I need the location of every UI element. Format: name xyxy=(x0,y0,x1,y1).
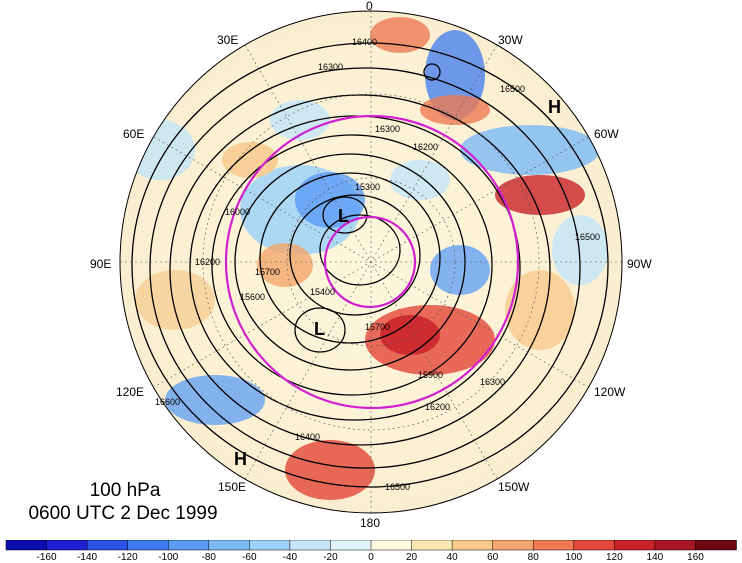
high-center-150e: H xyxy=(234,449,247,469)
contour-label: 16600 xyxy=(155,397,180,407)
colorbar-swatch xyxy=(208,540,251,551)
contour-label: 15900 xyxy=(418,370,443,380)
colorbar-swatch xyxy=(573,540,616,551)
colorbar-swatch xyxy=(654,540,697,551)
colorbar-tick-label: -160 xyxy=(36,552,57,563)
colorbar-swatch xyxy=(695,540,737,551)
colorbar-tick-label: 60 xyxy=(487,552,499,563)
colorbar-swatch xyxy=(614,540,656,551)
colorbar-tick-label: -20 xyxy=(323,552,338,563)
colorbar-tick-label: 20 xyxy=(405,552,418,563)
latlon-grid xyxy=(120,11,622,513)
lon-label-60w: 60W xyxy=(594,127,619,141)
contour-label: 16200 xyxy=(195,257,220,267)
colorbar-tick-label: 40 xyxy=(446,552,458,563)
lon-label-30w: 30W xyxy=(498,33,523,47)
colorbar-swatch xyxy=(330,540,372,551)
colorbar-swatch xyxy=(532,540,575,551)
contour-label: 16300 xyxy=(318,62,343,72)
colorbar-swatch xyxy=(46,540,88,551)
contour-label: 16500 xyxy=(500,84,525,94)
colorbar-swatch xyxy=(411,540,453,551)
lon-label-120w: 120W xyxy=(594,385,626,399)
contour-label: 16300 xyxy=(480,377,505,387)
colorbar-swatch xyxy=(249,540,291,551)
lon-label-120e: 120E xyxy=(116,385,145,399)
lon-label-60e: 60E xyxy=(123,127,145,141)
contour-label: 16200 xyxy=(425,402,450,412)
pressure-markers: H H L L xyxy=(234,97,561,469)
colorbar-swatch xyxy=(86,540,129,551)
colorbar-tick-label: -80 xyxy=(201,552,216,563)
contour-labels: 16400 16300 16300 16200 16500 15300 1570… xyxy=(155,37,600,492)
colorbar-swatch xyxy=(5,540,48,551)
contour-label: 15700 xyxy=(365,322,390,332)
contour-label: 16000 xyxy=(225,207,250,217)
colorbar-tick-label: -100 xyxy=(158,552,179,563)
contour-label: 16500 xyxy=(575,232,600,242)
contour-label: 15700 xyxy=(255,267,280,277)
colorbar-tick-label: 140 xyxy=(646,552,664,563)
high-center-60w: H xyxy=(548,97,561,117)
valid-time-title: 0600 UTC 2 Dec 1999 xyxy=(28,503,218,524)
contour-label: 16300 xyxy=(375,124,400,134)
lon-label-150e: 150E xyxy=(218,480,247,494)
lon-label-30e: 30E xyxy=(217,33,239,47)
colorbar-tick-label: 120 xyxy=(605,552,623,563)
colorbar-tick-label: -120 xyxy=(117,552,138,563)
low-center-pole: L xyxy=(338,206,349,226)
contour-label: 16400 xyxy=(352,37,377,47)
colorbar-tick-label: -40 xyxy=(282,552,298,563)
colorbar-swatch xyxy=(370,540,413,551)
pressure-level-title: 100 hPa xyxy=(89,480,161,501)
colorbar-tick-label: 0 xyxy=(368,552,374,563)
colorbar-swatch xyxy=(492,540,534,551)
contour-label: 16500 xyxy=(385,482,410,492)
colorbar-tick-label: 160 xyxy=(687,552,704,563)
height-contours xyxy=(131,42,609,488)
colorbar xyxy=(5,540,737,551)
colorbar-tick-label: -60 xyxy=(242,552,257,563)
map-border xyxy=(119,10,623,514)
colorbar-swatch xyxy=(127,540,169,551)
lon-label-0: 0 xyxy=(366,0,373,13)
colorbar-swatch xyxy=(289,540,332,551)
colorbar-swatch xyxy=(451,540,494,551)
contour-label: 16400 xyxy=(295,432,320,442)
contour-label: 16200 xyxy=(413,142,438,152)
lon-label-90w: 90W xyxy=(627,257,652,271)
colorbar-tick-label: 80 xyxy=(527,552,539,563)
low-center-120e: L xyxy=(314,319,325,339)
colorbar-swatch xyxy=(167,540,210,551)
contour-label: 15600 xyxy=(240,292,265,302)
colorbar-tick-label: 100 xyxy=(565,552,583,563)
lon-label-150w: 150W xyxy=(498,480,530,494)
contour-label: 15300 xyxy=(355,182,380,192)
contour-label: 15400 xyxy=(310,287,335,297)
lon-label-180: 180 xyxy=(360,516,381,530)
colorbar-tick-label: -140 xyxy=(77,552,98,563)
lon-label-90e: 90E xyxy=(90,257,112,271)
